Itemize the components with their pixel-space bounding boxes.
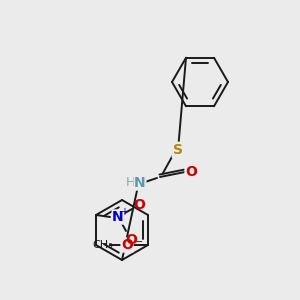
Text: O: O <box>185 165 197 179</box>
Text: CH₃: CH₃ <box>93 240 113 250</box>
Text: H: H <box>125 176 135 190</box>
Text: +: + <box>120 207 128 217</box>
Text: O: O <box>121 238 133 252</box>
Text: N: N <box>112 210 124 224</box>
Text: −: − <box>133 236 143 248</box>
Text: S: S <box>173 143 183 157</box>
Text: N: N <box>134 176 146 190</box>
Text: O: O <box>125 233 137 247</box>
Text: O: O <box>133 198 145 212</box>
